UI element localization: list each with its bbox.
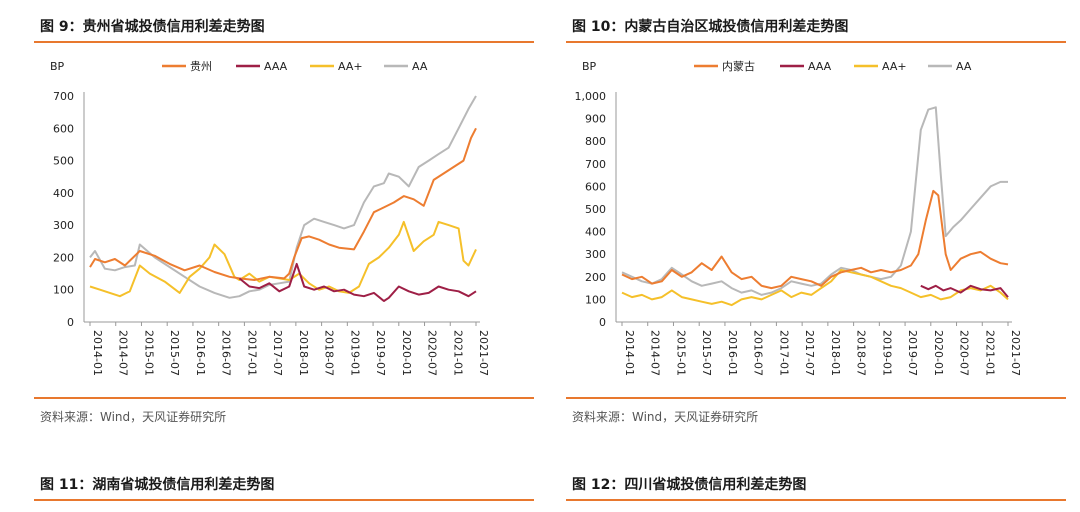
y-tick-label: 500 [53, 155, 74, 168]
x-tick-label: 2020-01 [400, 330, 413, 376]
y-tick-label: 600 [53, 122, 74, 135]
y-tick-label: 800 [585, 135, 606, 148]
x-tick-label: 2017-07 [803, 330, 816, 376]
x-tick-label: 2016-01 [726, 330, 739, 376]
x-tick-label: 2015-01 [674, 330, 687, 376]
y-axis-label: BP [582, 60, 597, 73]
y-tick-label: 400 [585, 226, 606, 239]
figure-9-source-rule [34, 397, 534, 399]
y-tick-label: 1,000 [575, 90, 607, 103]
figure-10-title: 图 10：内蒙古自治区城投债信用利差走势图 [572, 19, 849, 35]
series-line-2 [621, 269, 1009, 307]
x-tick-label: 2014-01 [623, 330, 636, 376]
figure-10-title-rule [566, 41, 1066, 43]
x-tick-label: 2021-07 [1009, 330, 1022, 376]
legend-label: AA+ [338, 60, 363, 73]
x-tick-label: 2019-07 [374, 330, 387, 376]
x-tick-label: 2016-07 [752, 330, 765, 376]
x-tick-label: 2019-01 [348, 330, 361, 376]
x-tick-label: 2021-07 [477, 330, 490, 376]
legend-label: 内蒙古 [722, 59, 755, 73]
x-tick-label: 2017-01 [245, 330, 258, 376]
x-tick-label: 2018-01 [297, 330, 310, 376]
figure-12-title-rule [566, 499, 1066, 501]
x-tick-label: 2015-07 [700, 330, 713, 376]
y-tick-label: 700 [53, 90, 74, 103]
x-tick-label: 2014-07 [117, 330, 130, 376]
legend-label: AAA [264, 60, 288, 73]
x-tick-label: 2018-01 [829, 330, 842, 376]
y-tick-label: 300 [53, 219, 74, 232]
y-tick-label: 900 [585, 113, 606, 126]
chart-neimenggu: BP 内蒙古 AAA AA+ AA 0 100 200 300 400 500 600 700 800 90… [575, 59, 1023, 376]
legend-label: AA+ [882, 60, 907, 73]
y-tick-label: 300 [585, 248, 606, 261]
x-tick-label: 2017-07 [271, 330, 284, 376]
x-tick-label: 2017-01 [777, 330, 790, 376]
x-tick-label: 2020-01 [932, 330, 945, 376]
y-tick-label: 200 [585, 271, 606, 284]
series-line-3 [621, 106, 1008, 296]
x-tick-label: 2016-01 [194, 330, 207, 376]
figure-9-source: 资料来源：Wind，天风证券研究所 [40, 410, 227, 424]
y-tick-label: 600 [585, 180, 606, 193]
series-line-0 [621, 189, 1009, 290]
figure-12-title: 图 12：四川省城投债信用利差走势图 [572, 477, 807, 493]
x-tick-label: 2019-01 [880, 330, 893, 376]
x-tick-label: 2016-07 [220, 330, 233, 376]
y-tick-label: 100 [53, 284, 74, 297]
series-line-0 [89, 127, 477, 281]
series-line-2 [89, 220, 477, 298]
figure-10-source: 资料来源：Wind，天风证券研究所 [572, 410, 759, 424]
x-tick-label: 2014-01 [91, 330, 104, 376]
x-tick-label: 2015-01 [142, 330, 155, 376]
x-tick-label: 2015-07 [168, 330, 181, 376]
x-tick-label: 2020-07 [426, 330, 439, 376]
x-tick-label: 2019-07 [906, 330, 919, 376]
figure-9-title: 图 9：贵州省城投债信用利差走势图 [40, 19, 265, 35]
y-tick-label: 0 [599, 316, 606, 329]
y-tick-label: 700 [585, 158, 606, 171]
figure-10-source-rule [566, 397, 1066, 399]
x-tick-label: 2020-07 [958, 330, 971, 376]
figure-11-title: 图 11：湖南省城投债信用利差走势图 [40, 477, 275, 493]
y-tick-label: 0 [67, 316, 74, 329]
series-line-1 [238, 262, 477, 302]
x-tick-label: 2021-01 [983, 330, 996, 376]
x-tick-label: 2021-01 [451, 330, 464, 376]
series-line-3 [89, 95, 477, 299]
y-axis-label: BP [50, 60, 65, 73]
legend-label: AAA [808, 60, 832, 73]
legend-label: 贵州 [190, 60, 212, 73]
x-tick-label: 2018-07 [855, 330, 868, 376]
y-tick-label: 500 [585, 203, 606, 216]
series-line-1 [920, 284, 1009, 298]
legend-label: AA [956, 60, 972, 73]
x-tick-label: 2018-07 [323, 330, 336, 376]
figure-9-title-rule [34, 41, 534, 43]
y-tick-label: 200 [53, 251, 74, 264]
figure-11-title-rule [34, 499, 534, 501]
legend-label: AA [412, 60, 428, 73]
y-tick-label: 100 [585, 293, 606, 306]
y-tick-label: 400 [53, 187, 74, 200]
x-tick-label: 2014-07 [649, 330, 662, 376]
chart-guizhou: BP 贵州 AAA AA+ AA 0 100 200 300 400 500 600 700 2014-0… [50, 60, 490, 376]
